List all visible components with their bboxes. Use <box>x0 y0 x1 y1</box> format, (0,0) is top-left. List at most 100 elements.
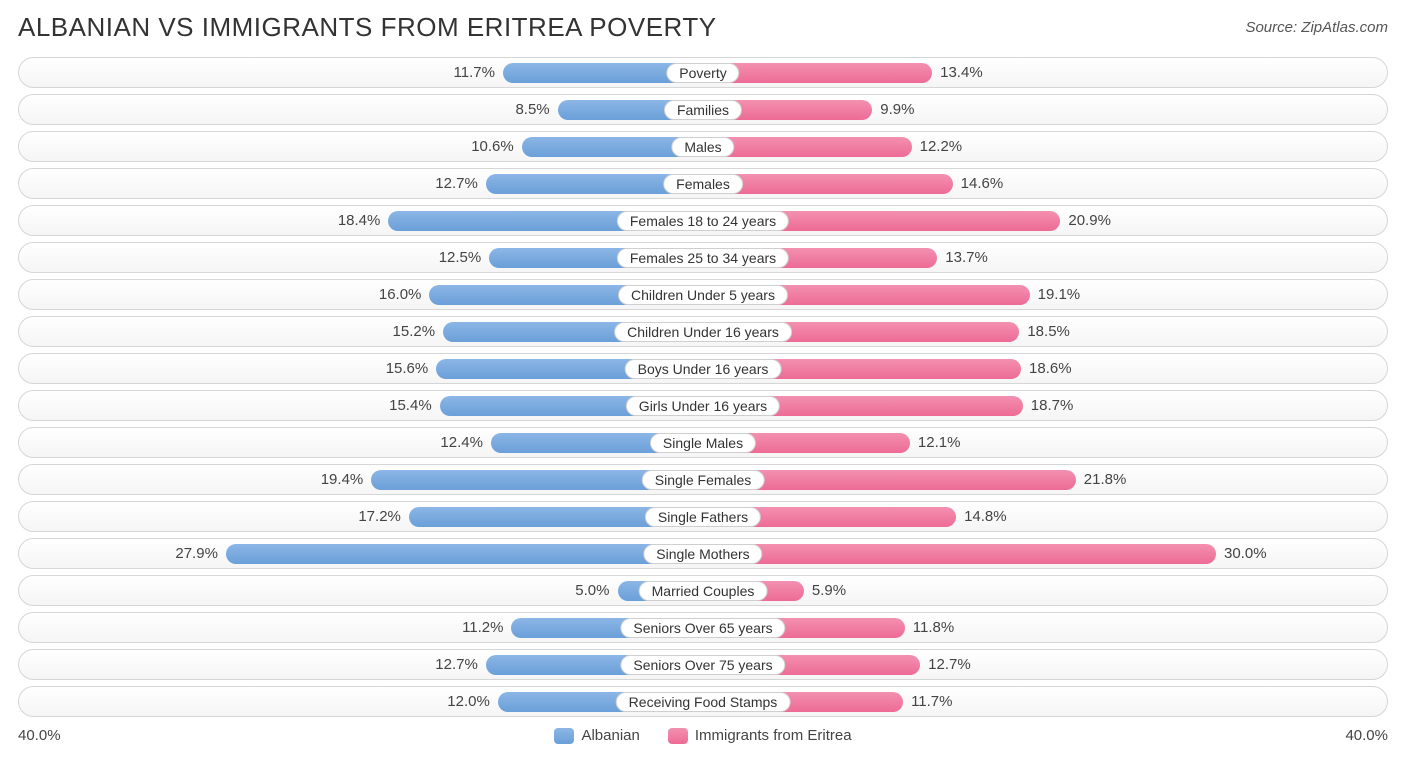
row-right-half: 18.5% <box>703 317 1387 346</box>
row-left-half: 12.0% <box>19 687 703 716</box>
row-category-label: Girls Under 16 years <box>626 396 780 416</box>
chart-row: 11.2% 11.8% Seniors Over 65 years <box>18 612 1388 643</box>
row-right-value: 18.7% <box>1023 397 1082 414</box>
row-right-value: 5.9% <box>804 582 854 599</box>
row-right-value: 21.8% <box>1076 471 1135 488</box>
row-right-value: 19.1% <box>1030 286 1089 303</box>
row-left-value: 10.6% <box>463 138 522 155</box>
legend-item-right: Immigrants from Eritrea <box>668 727 852 744</box>
row-right-half: 5.9% <box>703 576 1387 605</box>
row-right-value: 30.0% <box>1216 545 1275 562</box>
chart-source: Source: ZipAtlas.com <box>1245 19 1388 36</box>
row-category-label: Single Mothers <box>643 544 762 564</box>
row-left-half: 16.0% <box>19 280 703 309</box>
row-right-half: 18.6% <box>703 354 1387 383</box>
chart-row: 12.5% 13.7% Females 25 to 34 years <box>18 242 1388 273</box>
row-category-label: Seniors Over 65 years <box>620 618 785 638</box>
row-left-half: 19.4% <box>19 465 703 494</box>
row-category-label: Single Males <box>650 433 756 453</box>
row-left-value: 17.2% <box>350 508 409 525</box>
row-left-value: 12.7% <box>427 656 486 673</box>
row-category-label: Children Under 16 years <box>614 322 792 342</box>
row-category-label: Females 25 to 34 years <box>617 248 789 268</box>
chart-row: 16.0% 19.1% Children Under 5 years <box>18 279 1388 310</box>
legend-item-left: Albanian <box>554 727 639 744</box>
row-left-half: 12.7% <box>19 650 703 679</box>
chart-row: 12.7% 12.7% Seniors Over 75 years <box>18 649 1388 680</box>
row-right-half: 12.7% <box>703 650 1387 679</box>
row-right-value: 9.9% <box>872 101 922 118</box>
chart-title: ALBANIAN VS IMMIGRANTS FROM ERITREA POVE… <box>18 12 717 43</box>
chart-footer: 40.0% Albanian Immigrants from Eritrea 4… <box>18 727 1388 744</box>
row-category-label: Females 18 to 24 years <box>617 211 789 231</box>
row-right-value: 12.7% <box>920 656 979 673</box>
row-left-half: 11.7% <box>19 58 703 87</box>
row-left-half: 11.2% <box>19 613 703 642</box>
row-left-half: 15.2% <box>19 317 703 346</box>
row-category-label: Females <box>663 174 743 194</box>
row-right-half: 30.0% <box>703 539 1387 568</box>
row-left-half: 12.7% <box>19 169 703 198</box>
swatch-left-icon <box>554 728 574 744</box>
row-category-label: Married Couples <box>639 581 768 601</box>
chart-row: 15.2% 18.5% Children Under 16 years <box>18 316 1388 347</box>
row-left-value: 5.0% <box>567 582 617 599</box>
row-category-label: Single Fathers <box>645 507 761 527</box>
row-left-half: 8.5% <box>19 95 703 124</box>
chart-row: 19.4% 21.8% Single Females <box>18 464 1388 495</box>
legend-left-label: Albanian <box>581 727 639 744</box>
row-left-value: 19.4% <box>313 471 372 488</box>
row-left-value: 16.0% <box>371 286 430 303</box>
row-right-value: 11.7% <box>903 693 960 710</box>
row-left-half: 27.9% <box>19 539 703 568</box>
row-category-label: Children Under 5 years <box>618 285 788 305</box>
row-category-label: Males <box>671 137 734 157</box>
row-category-label: Single Females <box>642 470 765 490</box>
chart-row: 15.6% 18.6% Boys Under 16 years <box>18 353 1388 384</box>
chart-row: 11.7%13.4%Poverty <box>18 57 1388 88</box>
chart-header: ALBANIAN VS IMMIGRANTS FROM ERITREA POVE… <box>18 12 1388 43</box>
row-right-value: 13.7% <box>937 249 996 266</box>
row-right-half: 11.8% <box>703 613 1387 642</box>
row-left-half: 18.4% <box>19 206 703 235</box>
chart-row: 5.0% 5.9% Married Couples <box>18 575 1388 606</box>
chart-row: 12.4%12.1%Single Males <box>18 427 1388 458</box>
row-right-half: 9.9% <box>703 95 1387 124</box>
row-right-half: 11.7% <box>703 687 1387 716</box>
row-category-label: Seniors Over 75 years <box>620 655 785 675</box>
row-right-half: 13.7% <box>703 243 1387 272</box>
row-category-label: Receiving Food Stamps <box>616 692 791 712</box>
row-right-bar <box>703 544 1216 564</box>
row-right-half: 19.1% <box>703 280 1387 309</box>
row-right-value: 18.6% <box>1021 360 1080 377</box>
row-right-half: 14.6% <box>703 169 1387 198</box>
legend-right-label: Immigrants from Eritrea <box>695 727 852 744</box>
row-left-half: 15.6% <box>19 354 703 383</box>
row-left-value: 11.7% <box>446 64 503 81</box>
row-left-value: 15.2% <box>385 323 444 340</box>
row-left-half: 10.6% <box>19 132 703 161</box>
row-left-value: 27.9% <box>167 545 226 562</box>
row-right-half: 20.9% <box>703 206 1387 235</box>
row-right-half: 18.7% <box>703 391 1387 420</box>
row-category-label: Boys Under 16 years <box>625 359 782 379</box>
row-right-value: 12.2% <box>912 138 971 155</box>
row-right-value: 14.8% <box>956 508 1015 525</box>
row-right-half: 12.2% <box>703 132 1387 161</box>
chart-row: 18.4%20.9%Females 18 to 24 years <box>18 205 1388 236</box>
axis-max-left: 40.0% <box>18 727 61 744</box>
row-right-value: 18.5% <box>1019 323 1078 340</box>
row-left-half: 5.0% <box>19 576 703 605</box>
chart-row: 12.7% 14.6%Females <box>18 168 1388 199</box>
row-left-value: 15.6% <box>378 360 437 377</box>
chart-row: 17.2% 14.8% Single Fathers <box>18 501 1388 532</box>
row-right-value: 11.8% <box>905 619 962 636</box>
chart-rows: 11.7%13.4%Poverty8.5%9.9%Families10.6%12… <box>18 57 1388 717</box>
row-left-value: 12.7% <box>427 175 486 192</box>
chart-row: 12.0% 11.7% Receiving Food Stamps <box>18 686 1388 717</box>
row-left-half: 12.5% <box>19 243 703 272</box>
chart-row: 8.5%9.9%Families <box>18 94 1388 125</box>
row-left-half: 17.2% <box>19 502 703 531</box>
chart-row: 10.6% 12.2% Males <box>18 131 1388 162</box>
row-left-half: 12.4% <box>19 428 703 457</box>
